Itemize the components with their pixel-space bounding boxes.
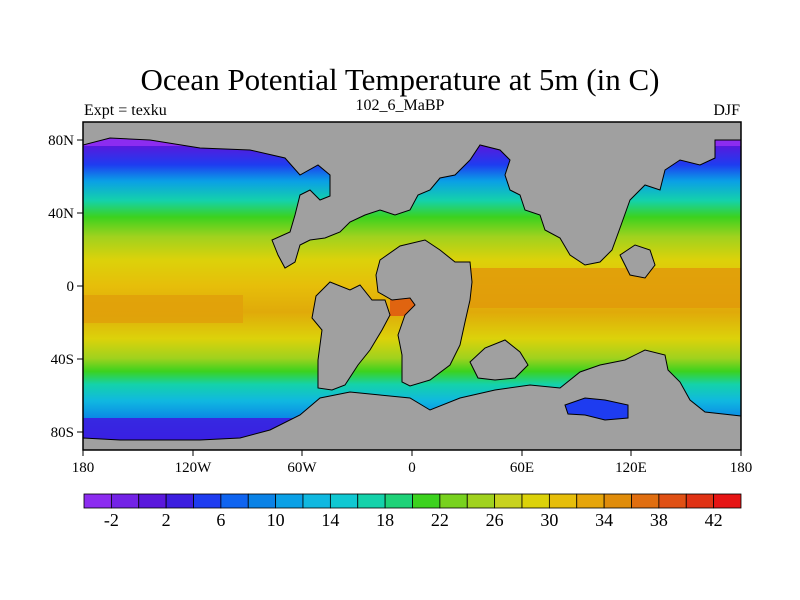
colorbar-swatch (713, 493, 742, 509)
lat-ticks (77, 139, 83, 433)
colorbar-swatch (357, 493, 386, 509)
south-america (311, 281, 391, 391)
lon-label-60w: 60W (287, 460, 317, 476)
colorbar-swatch (193, 493, 222, 509)
colorbar-swatch (83, 493, 112, 509)
africa (375, 239, 473, 387)
warm-pool-indo-pacific (470, 268, 741, 308)
warm-pool-pacific-south (83, 295, 243, 323)
colorbar-label: 14 (321, 510, 339, 530)
northern-continents (83, 122, 741, 269)
colorbar-swatch (603, 493, 632, 509)
colorbar-swatch (685, 493, 715, 509)
colorbar-swatch (494, 493, 523, 509)
map-plot-area (83, 122, 741, 450)
lat-label-0: 0 (67, 279, 75, 295)
land-masses (83, 122, 741, 450)
colorbar-label: 6 (216, 510, 225, 530)
colorbar-swatch (247, 493, 277, 509)
colorbar-label: 18 (376, 510, 394, 530)
colorbar-swatch (275, 493, 304, 509)
colorbar-swatch (384, 493, 413, 509)
lat-label-40s: 40S (51, 352, 74, 368)
colorbar-swatch (302, 493, 331, 509)
lat-label-40n: 40N (48, 206, 74, 222)
lon-label-60e: 60E (510, 460, 534, 476)
lon-label-120w: 120W (175, 460, 213, 476)
lon-label-120e: 120E (615, 460, 647, 476)
colorbar-swatch (138, 493, 167, 509)
lon-label-180e: 180 (730, 460, 753, 476)
colorbar-label: 22 (431, 510, 449, 530)
colorbar-swatch (439, 493, 468, 509)
period-label: 102_6_MaBP (355, 97, 445, 114)
colorbar-swatch (466, 493, 496, 509)
colorbar-label: 34 (595, 510, 613, 530)
experiment-label: Expt = texku (84, 102, 167, 119)
colorbar-swatch (110, 493, 140, 509)
colorbar-label: 2 (162, 510, 171, 530)
colorbar-swatch (576, 493, 605, 509)
colorbar-swatch (658, 493, 687, 509)
lon-label-0: 0 (408, 460, 416, 476)
east-asia-island (619, 244, 656, 279)
lat-label-80s: 80S (51, 425, 74, 441)
colorbar-label: 26 (486, 510, 504, 530)
lon-ticks (82, 450, 742, 456)
colorbar-label: 38 (650, 510, 668, 530)
season-label: DJF (713, 102, 740, 119)
colorbar-labels: -2 2 6 10 14 18 22 26 30 34 38 42 (104, 510, 723, 530)
colorbar-label: 42 (705, 510, 723, 530)
colorbar-swatch (521, 493, 550, 509)
colorbar (83, 493, 742, 509)
colorbar-swatch (548, 493, 578, 509)
map-title: Ocean Potential Temperature at 5m (in C) (140, 62, 660, 97)
antarctic-inlet (564, 397, 629, 421)
colorbar-swatch (631, 493, 660, 509)
lon-label-180w: 180 (72, 460, 95, 476)
colorbar-swatch (165, 493, 194, 509)
colorbar-swatch (329, 493, 359, 509)
colorbar-swatch (412, 493, 441, 509)
antarctica (83, 349, 741, 450)
lat-label-80n: 80N (48, 133, 74, 149)
colorbar-label: 10 (267, 510, 285, 530)
colorbar-label: -2 (104, 510, 119, 530)
southern-landmass (469, 339, 529, 381)
colorbar-swatch (220, 493, 249, 509)
colorbar-label: 30 (540, 510, 558, 530)
